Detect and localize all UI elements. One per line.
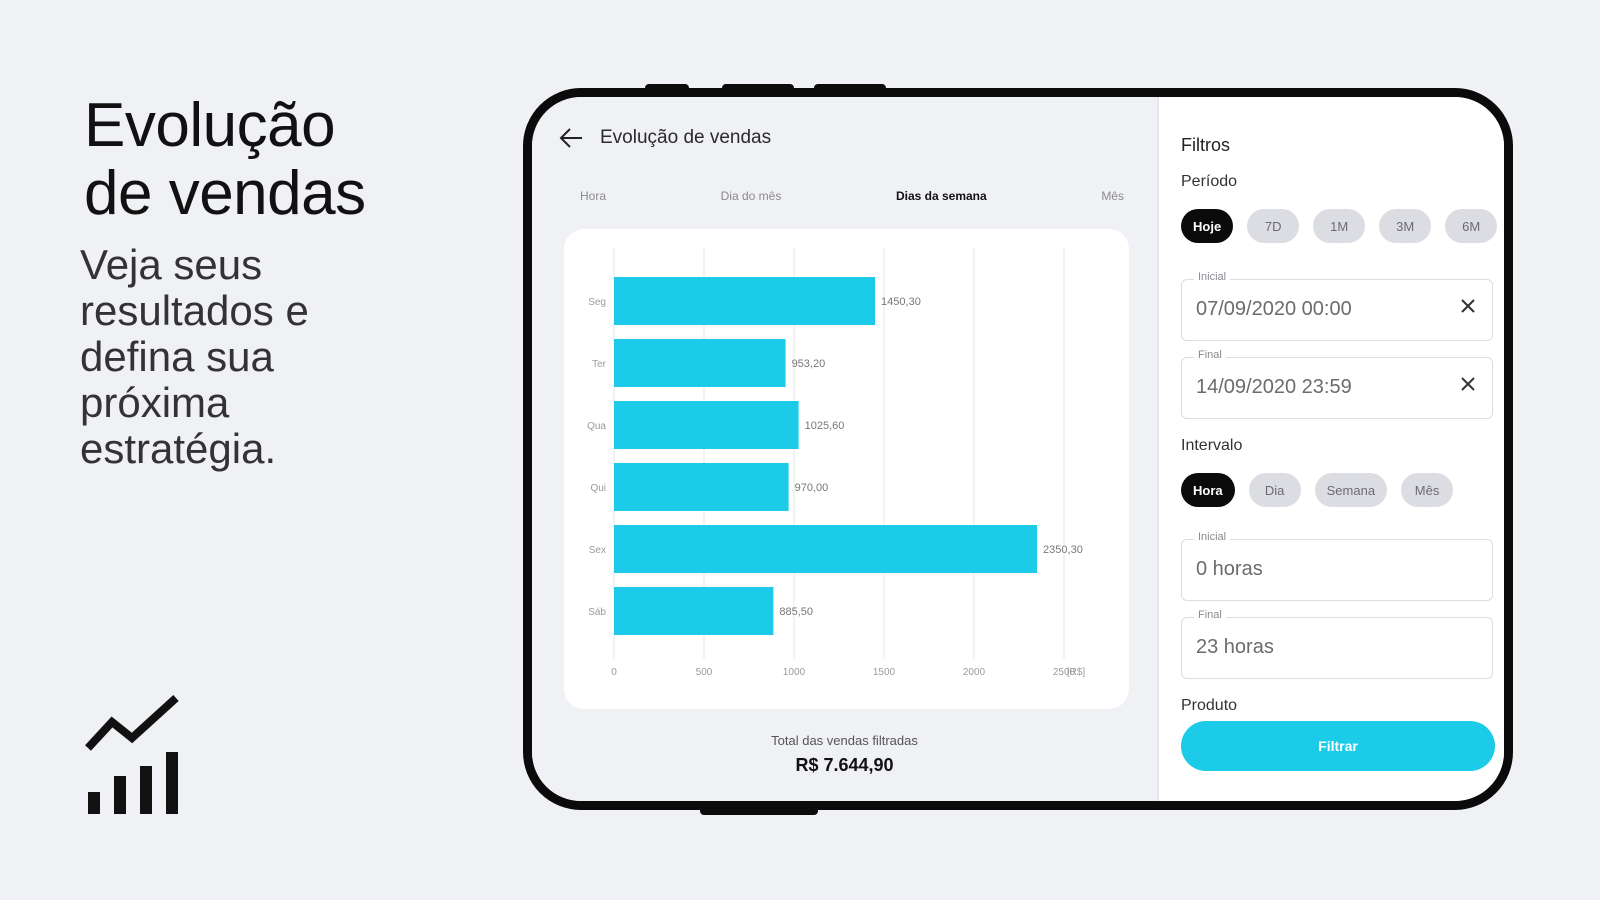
product-label: Produto [1181, 697, 1238, 714]
bar [614, 401, 799, 449]
interval-start-field[interactable]: Inicial 0 horas [1181, 531, 1493, 601]
close-icon[interactable] [1458, 296, 1478, 316]
interval-start-value[interactable]: 0 horas [1196, 558, 1263, 580]
period-chip-1m[interactable]: 1M [1313, 209, 1366, 243]
bar-value-label: 885,50 [779, 606, 813, 618]
category-label: Seg [588, 297, 606, 308]
category-label: Ter [592, 359, 607, 370]
bar-value-label: 953,20 [792, 358, 826, 370]
interval-chips: Hora Dia Semana Mês [1181, 473, 1454, 507]
bar [614, 277, 876, 325]
period-label: Período [1181, 173, 1238, 190]
promo-subtitle: Veja seus resultados e defina sua próxim… [80, 242, 309, 472]
category-label: Sex [589, 545, 606, 556]
start-date-field[interactable]: Inicial 07/09/2020 00:00 [1181, 271, 1493, 341]
bar-value-label: 2350,30 [1043, 544, 1083, 556]
total-label: Total das vendas filtradas [771, 733, 918, 748]
interval-label: Intervalo [1181, 437, 1243, 454]
x-tick-label: [R$] [1067, 667, 1086, 678]
bar [614, 587, 774, 635]
start-date-label: Inicial [1194, 271, 1231, 283]
chart-trend-icon [85, 695, 179, 814]
promo-title: Evolução de vendas [84, 92, 366, 228]
bar [614, 463, 789, 511]
bar-chart: 0 500 1000 1500 2000 2500[R$] Seg 1450,30 Ter 953… [587, 247, 1086, 678]
interval-chip-dia[interactable]: Dia [1248, 473, 1301, 507]
x-tick-label: 2500 [1053, 667, 1076, 678]
interval-start-label: Inicial [1194, 531, 1231, 543]
period-chip-hoje[interactable]: Hoje [1181, 209, 1234, 243]
interval-chip-mes[interactable]: Mês [1401, 473, 1454, 507]
bar [614, 339, 786, 387]
interval-chip-hora[interactable]: Hora [1181, 473, 1235, 507]
end-date-value[interactable]: 14/09/2020 23:59 [1196, 376, 1352, 398]
x-tick-label: 2000 [963, 667, 986, 678]
promo-subtitle-line: resultados e [80, 287, 309, 334]
promo-title-line: Evolução [84, 91, 336, 160]
filters-pane: Filtros Período Hoje 7D 1M 3M 6M Inicial… [1157, 97, 1504, 801]
period-chips: Hoje 7D 1M 3M 6M [1181, 209, 1498, 243]
x-tick-label: 0 [611, 667, 617, 678]
promo-subtitle-line: estratégia. [80, 425, 277, 472]
promo-subtitle-line: defina sua [80, 333, 274, 380]
bar-value-label: 970,00 [795, 482, 829, 494]
sales-evolution-pane: Evolução de vendas Hora Dia do mês Dias … [532, 97, 1157, 801]
bar [614, 525, 1038, 573]
bar-value-label: 1025,60 [805, 420, 845, 432]
tablet-button [700, 805, 818, 815]
bar-value-label: 1450,30 [881, 296, 921, 308]
x-tick-label: 500 [696, 667, 713, 678]
promo-subtitle-line: próxima [80, 379, 230, 426]
interval-end-field[interactable]: Final 23 horas [1181, 609, 1493, 679]
x-tick-label: 1500 [873, 667, 896, 678]
promo-subtitle-line: Veja seus [80, 241, 263, 288]
category-label: Qui [590, 483, 606, 494]
end-date-label: Final [1194, 349, 1226, 361]
category-label: Qua [587, 421, 606, 432]
start-date-value[interactable]: 07/09/2020 00:00 [1196, 298, 1352, 320]
end-date-field[interactable]: Final 14/09/2020 23:59 [1181, 349, 1493, 419]
chart-card: 0 500 1000 1500 2000 2500 [R$] Seg 1450,30 Ter 953… [564, 229, 1129, 709]
filter-button[interactable]: Filtrar [1181, 721, 1495, 771]
period-chip-3m[interactable]: 3M [1379, 209, 1432, 243]
total-value: R$ 7.644,90 [795, 755, 894, 775]
period-chip-6m[interactable]: 6M [1445, 209, 1498, 243]
tab-dias-da-semana[interactable]: Dias da semana [895, 189, 987, 203]
period-chip-7d[interactable]: 7D [1247, 209, 1300, 243]
category-label: Sáb [588, 607, 606, 618]
screen-header: Evolução de vendas [558, 127, 771, 149]
x-tick-label: 1000 [783, 667, 806, 678]
tab-bar: Hora Dia do mês Dias da semana Mês [572, 185, 1132, 207]
arrow-left-icon[interactable] [558, 127, 584, 149]
tab-dia-do-mes[interactable]: Dia do mês [720, 189, 782, 203]
tab-mes[interactable]: Mês [1101, 189, 1124, 203]
tablet-frame: Evolução de vendas Hora Dia do mês Dias … [523, 88, 1513, 810]
promo-title-line: de vendas [84, 159, 366, 228]
interval-end-label: Final [1194, 609, 1226, 621]
screen-title: Evolução de vendas [600, 127, 772, 148]
close-icon[interactable] [1458, 374, 1478, 394]
tab-hora[interactable]: Hora [580, 189, 607, 203]
interval-end-value[interactable]: 23 horas [1196, 636, 1274, 658]
filters-title: Filtros [1181, 135, 1230, 155]
interval-chip-semana[interactable]: Semana [1314, 473, 1388, 507]
